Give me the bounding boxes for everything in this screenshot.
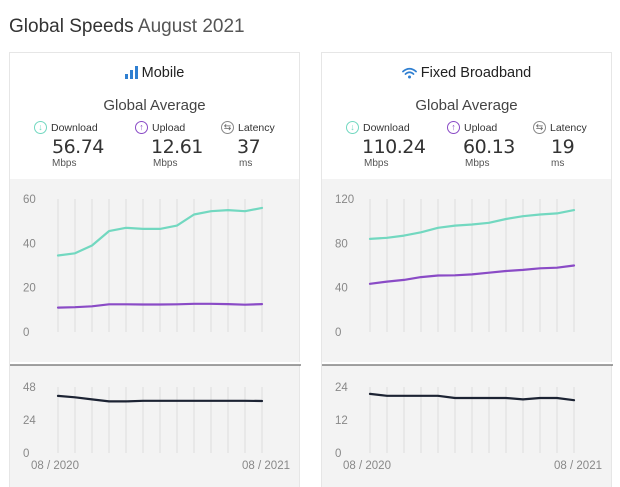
fixed-download-label: Download: [363, 121, 410, 134]
mobile-global-average-title: Global Average: [103, 97, 206, 114]
signal-bars-icon: [124, 66, 138, 79]
mobile-download-value: 56.74: [52, 136, 104, 158]
page-title-main: Global Speeds: [9, 16, 134, 37]
upload-arrow-icon: ↑: [447, 121, 460, 134]
fixed-global-average-title: Global Average: [415, 97, 518, 114]
page-title-date: August 2021: [137, 16, 245, 37]
speed-y-tick-label: 120: [335, 194, 354, 206]
latency-y-tick-label: 0: [23, 448, 29, 460]
x-tick-label-start: 08 / 2020: [31, 460, 79, 472]
fixed-latency-value: 19: [551, 136, 575, 158]
fixed-upload-metric: ↑ Upload 60.13 Mbps: [447, 121, 537, 169]
mobile-title-label: Mobile: [141, 65, 185, 81]
page-title: Global Speeds August 2021: [9, 16, 245, 38]
speed-y-tick-label: 60: [23, 194, 36, 206]
mobile-summary-card: Mobile Global Average ↓ Download 56.74 Mb…: [10, 53, 299, 179]
latency-y-tick-label: 12: [335, 415, 348, 427]
fixed-download-unit: Mbps: [364, 158, 389, 169]
upload-arrow-icon: ↑: [135, 121, 148, 134]
section-divider: [322, 362, 613, 365]
fixed-panel-title: Fixed Broadband: [322, 65, 611, 81]
speed-y-tick-label: 40: [23, 238, 36, 250]
x-tick-label-end: 08 / 2021: [242, 460, 290, 472]
mobile-latency-metric: ⇆ Latency 37 ms: [221, 121, 311, 169]
fixed-latency-label: Latency: [550, 121, 587, 134]
latency-series-latency: [368, 392, 576, 402]
fixed-broadband-panel: Fixed Broadband Global Average ↓ Download…: [321, 52, 613, 487]
mobile-download-label: Download: [51, 121, 98, 134]
mobile-download-unit: Mbps: [52, 158, 77, 169]
latency-y-tick-label: 0: [335, 448, 341, 460]
fixed-download-metric: ↓ Download 110.24 Mbps: [346, 121, 436, 169]
mobile-latency-label: Latency: [238, 121, 275, 134]
latency-arrows-icon: ⇆: [221, 121, 234, 134]
mobile-upload-unit: Mbps: [153, 158, 178, 169]
mobile-latency-value: 37: [237, 136, 261, 158]
fixed-latency-metric: ⇆ Latency 19 ms: [533, 121, 620, 169]
speed-y-tick-label: 80: [335, 238, 348, 250]
mobile-panel-title: Mobile: [10, 65, 299, 81]
fixed-title-label: Fixed Broadband: [420, 65, 532, 81]
fixed-broadband-chart: 0 40 80 120 0 12 24 08 / 2020 08 / 2021: [322, 194, 613, 472]
mobile-latency-unit: ms: [239, 158, 253, 169]
latency-series-latency: [56, 394, 264, 403]
speed-y-tick-label: 40: [335, 283, 348, 295]
fixed-summary-card: Fixed Broadband Global Average ↓ Download…: [322, 53, 611, 179]
mobile-upload-label: Upload: [152, 121, 186, 134]
speed-series-download: [368, 209, 576, 241]
fixed-upload-unit: Mbps: [465, 158, 490, 169]
latency-y-tick-label: 24: [335, 382, 348, 394]
mobile-chart: 0 20 40 60 0 24 48 08 / 2020 08 / 2021: [10, 194, 301, 472]
speed-series-upload: [56, 302, 264, 309]
latency-arrows-icon: ⇆: [533, 121, 546, 134]
wifi-icon: [401, 67, 417, 79]
fixed-latency-unit: ms: [551, 158, 565, 169]
speed-y-tick-label: 0: [335, 327, 341, 339]
speed-y-tick-label: 0: [23, 327, 29, 339]
fixed-upload-label: Upload: [464, 121, 498, 134]
speed-series-download: [56, 206, 264, 257]
section-divider: [10, 362, 301, 365]
fixed-upload-value: 60.13: [463, 136, 515, 158]
fixed-download-value: 110.24: [362, 136, 426, 158]
mobile-upload-metric: ↑ Upload 12.61 Mbps: [135, 121, 225, 169]
x-tick-label-end: 08 / 2021: [554, 460, 602, 472]
download-arrow-icon: ↓: [346, 121, 359, 134]
speed-series-upload: [368, 264, 576, 285]
mobile-upload-value: 12.61: [151, 136, 203, 158]
mobile-download-metric: ↓ Download 56.74 Mbps: [34, 121, 124, 169]
speed-y-tick-label: 20: [23, 283, 36, 295]
mobile-panel: Mobile Global Average ↓ Download 56.74 Mb…: [9, 52, 301, 487]
download-arrow-icon: ↓: [34, 121, 47, 134]
x-tick-label-start: 08 / 2020: [343, 460, 391, 472]
latency-y-tick-label: 48: [23, 382, 36, 394]
latency-y-tick-label: 24: [23, 415, 36, 427]
